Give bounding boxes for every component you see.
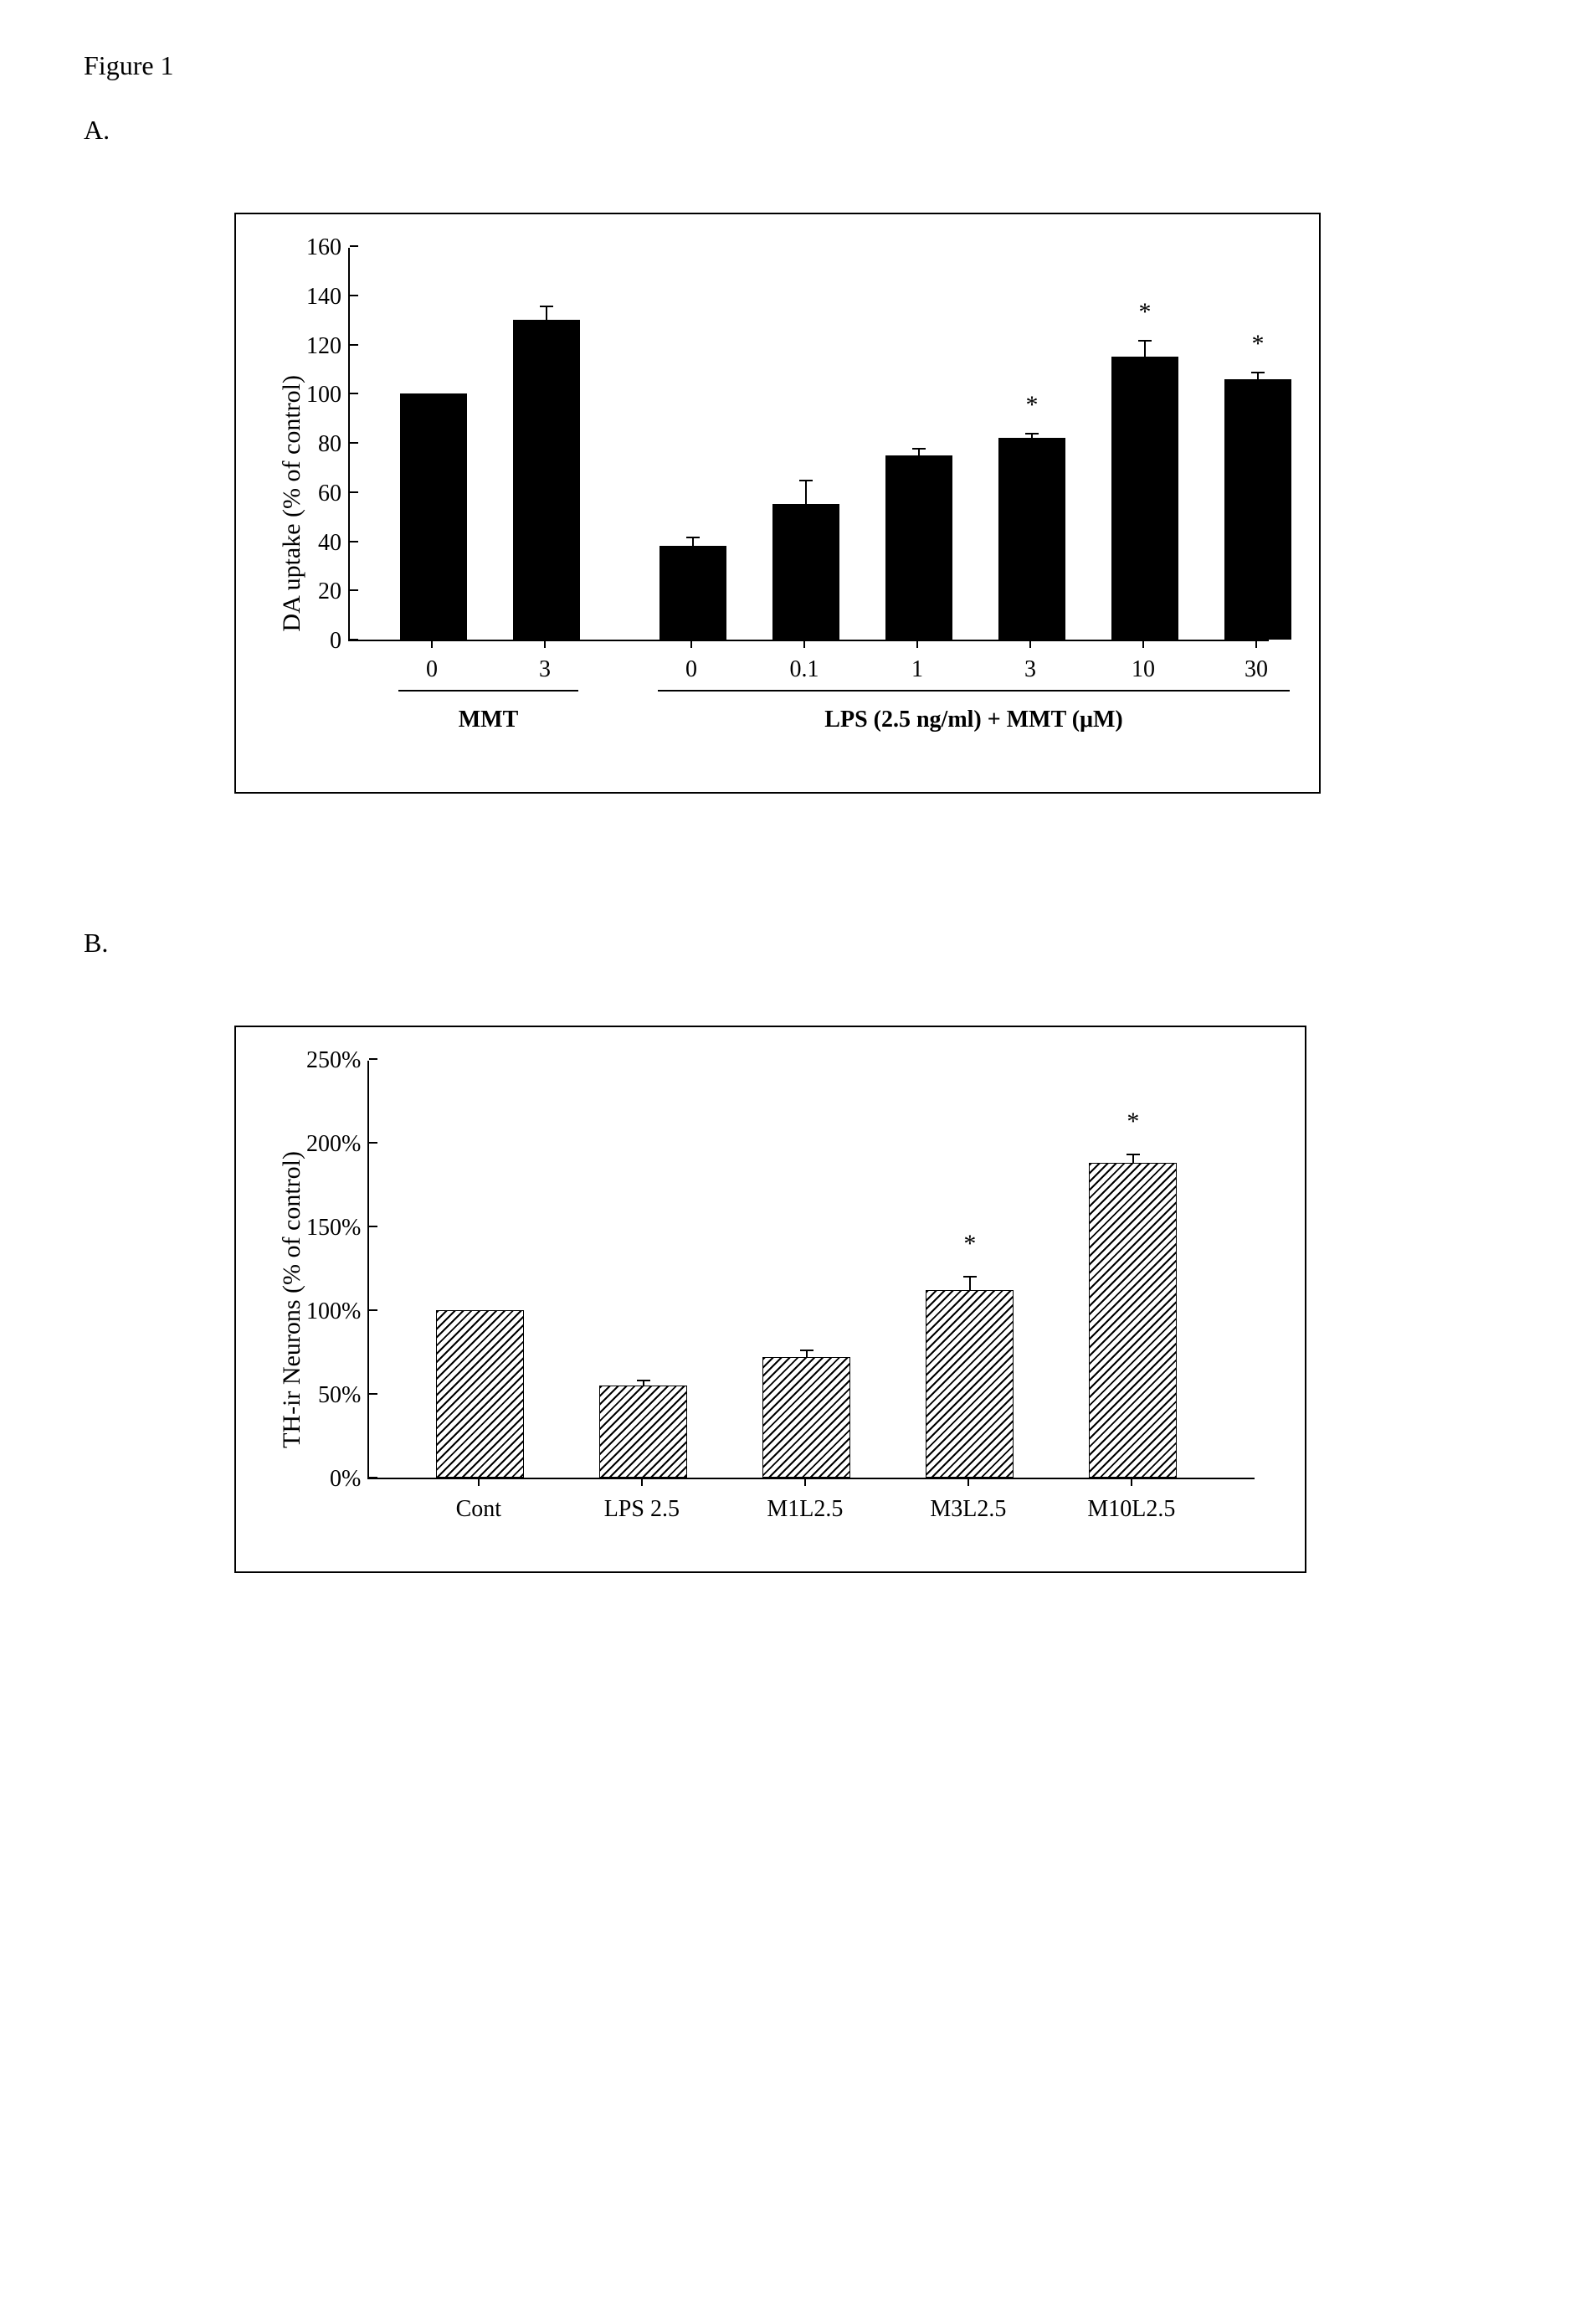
bar [400,393,467,640]
x-tick-label: M10L2.5 [1087,1496,1175,1523]
panel-a-chart-frame: DA uptake (% of control) 160140120100806… [234,213,1321,794]
x-group-label: MMT [459,707,519,733]
panel-a-label: A. [84,115,1507,146]
panel-a-y-axis: 160140120100806040200 [306,248,348,641]
figure-label: Figure 1 [84,50,1507,81]
bar [762,1357,850,1478]
x-tick-label: 3 [1024,656,1036,683]
significance-marker: * [963,1231,976,1257]
x-tick-label: 10 [1132,656,1155,683]
bar [436,1310,524,1478]
panel-b-label: B. [84,928,1507,959]
panel-a-x-axis: 0300.1131030MMTLPS (2.5 ng/ml) + MMT (μM… [348,641,1269,758]
bar [1111,357,1178,640]
panel-b-y-axis: 250%200%150%100%50%0% [306,1061,367,1479]
panel-a-plot-area: * * * [348,248,1269,641]
significance-marker: * [1127,1109,1139,1134]
bar [998,438,1065,640]
x-tick-label: 30 [1245,656,1268,683]
x-tick-label: M3L2.5 [930,1496,1006,1523]
x-tick-label: 1 [911,656,923,683]
significance-marker: * [1026,393,1039,418]
bar [772,504,839,640]
x-tick-label: 0 [426,656,438,683]
x-tick-label: LPS 2.5 [604,1496,680,1523]
panel-a-ylabel: DA uptake (% of control) [269,375,306,632]
bar [1089,1163,1177,1478]
bar [1224,379,1291,640]
bar [926,1290,1014,1478]
bar [513,320,580,640]
panel-b-chart-frame: TH-ir Neurons (% of control) 250%200%150… [234,1026,1306,1573]
x-tick-label: 0 [685,656,697,683]
x-tick-label: 3 [539,656,551,683]
x-group-label: LPS (2.5 ng/ml) + MMT (μM) [824,707,1122,733]
significance-marker: * [1139,300,1152,325]
x-tick-label: M1L2.5 [767,1496,843,1523]
panel-b-x-axis: Cont LPS 2.5 M1L2.5 M3L2.5 M10L2.5 [367,1479,1255,1538]
bar [885,455,952,640]
panel-b-plot-area: ** [367,1061,1255,1479]
significance-marker: * [1252,332,1265,357]
x-tick-label: Cont [456,1496,501,1523]
panel-b-ylabel: TH-ir Neurons (% of control) [269,1151,306,1448]
bar [599,1386,687,1478]
bar [659,546,726,640]
x-tick-label: 0.1 [790,656,819,683]
